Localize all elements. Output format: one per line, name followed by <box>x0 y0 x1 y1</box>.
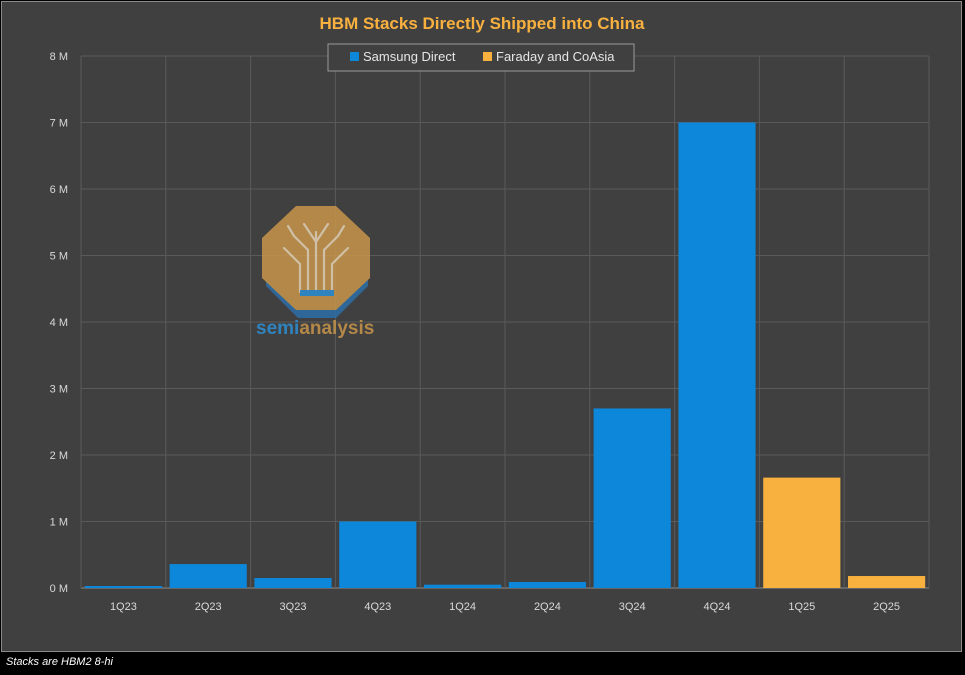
gridlines <box>80 55 930 589</box>
bar-1q24 <box>424 584 502 588</box>
x-tick-label: 3Q23 <box>280 601 307 613</box>
bar-1q23 <box>84 586 162 588</box>
watermark-text: semianalysis <box>256 318 374 339</box>
y-axis-ticks: 0 M 1 M 2 M 3 M 4 M 5 M 6 M 7 M 8 M <box>50 51 68 595</box>
y-tick-label: 7 M <box>50 118 68 130</box>
bar-3q24 <box>593 408 671 588</box>
x-tick-label: 2Q23 <box>195 601 222 613</box>
y-tick-label: 2 M <box>50 450 68 462</box>
bar-3q23 <box>254 578 332 588</box>
bar-chart: HBM Stacks Directly Shipped into China 0… <box>50 14 930 613</box>
semianalysis-watermark: semianalysis <box>256 206 374 339</box>
watermark-text-part-2: analysis <box>299 318 374 339</box>
x-tick-label: 1Q25 <box>788 601 815 613</box>
x-tick-label: 4Q23 <box>364 601 391 613</box>
bar-2q25 <box>848 576 926 588</box>
bar-4q24 <box>678 122 756 588</box>
y-tick-label: 3 M <box>50 384 68 396</box>
chart-frame: HBM Stacks Directly Shipped into China 0… <box>1 1 962 652</box>
x-axis-ticks: 1Q23 2Q23 3Q23 4Q23 1Q24 2Q24 3Q24 4Q24 1Q25 2Q25 <box>110 601 900 613</box>
x-tick-label: 2Q24 <box>534 601 561 613</box>
y-tick-label: 6 M <box>50 184 68 196</box>
y-tick-label: 1 M <box>50 517 68 529</box>
x-tick-label: 3Q24 <box>619 601 646 613</box>
x-tick-label: 2Q25 <box>873 601 900 613</box>
tree-base-icon <box>300 290 334 296</box>
bar-2q23 <box>169 564 247 588</box>
bar-2q24 <box>508 582 586 588</box>
legend-swatch-faraday-coasia <box>483 52 492 61</box>
y-tick-label: 8 M <box>50 51 68 63</box>
legend-swatch-samsung-direct <box>350 52 359 61</box>
legend-label-faraday-coasia: Faraday and CoAsia <box>496 49 615 64</box>
legend-box <box>327 43 635 72</box>
y-tick-label: 4 M <box>50 317 68 329</box>
legend-label-samsung-direct: Samsung Direct <box>363 49 456 64</box>
tree-icon <box>282 222 350 294</box>
watermark-text-part-1: semi <box>256 318 299 339</box>
bars <box>84 122 926 588</box>
footnote: Stacks are HBM2 8-hi <box>6 656 113 668</box>
x-tick-label: 1Q23 <box>110 601 137 613</box>
y-tick-label: 5 M <box>50 251 68 263</box>
chart-title: HBM Stacks Directly Shipped into China <box>320 14 645 33</box>
bar-4q23 <box>339 521 417 588</box>
legend: Samsung Direct Faraday and CoAsia <box>327 43 635 72</box>
x-tick-label: 4Q24 <box>704 601 731 613</box>
bar-1q25 <box>763 477 841 588</box>
x-tick-label: 1Q24 <box>449 601 476 613</box>
y-tick-label: 0 M <box>50 583 68 595</box>
